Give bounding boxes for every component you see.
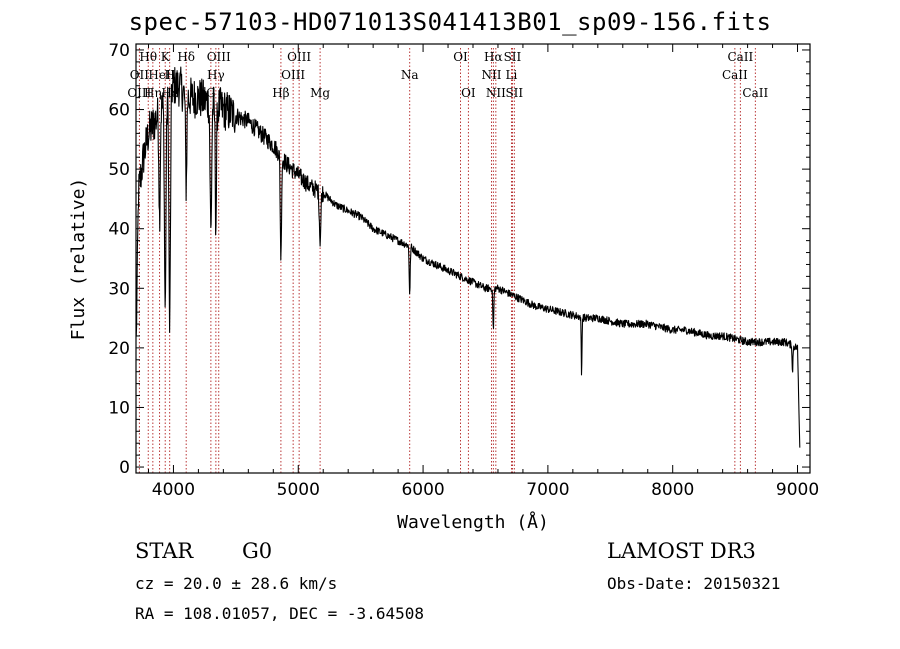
y-tick-label: 30 bbox=[108, 279, 130, 299]
chart-title: spec-57103-HD071013S041413B01_sp09-156.f… bbox=[128, 8, 772, 36]
y-tick-label: 60 bbox=[108, 101, 130, 121]
axis-ticks bbox=[136, 44, 810, 473]
spectral-line-label: OIII bbox=[281, 68, 305, 82]
x-tick-label: 7000 bbox=[526, 480, 569, 500]
spectral-line-label: CaII bbox=[742, 86, 768, 100]
spectral-line-label: OIII bbox=[207, 50, 231, 64]
y-tick-label: 40 bbox=[108, 220, 130, 240]
x-axis-label: Wavelength (Å) bbox=[397, 511, 549, 533]
spectral-line-label: Li bbox=[506, 68, 518, 82]
spectral-line-label: Hθ bbox=[139, 50, 157, 64]
object-class: STAR bbox=[135, 539, 194, 563]
x-tick-label: 8000 bbox=[651, 480, 694, 500]
spectral-line-label: H bbox=[164, 68, 174, 82]
y-tick-label: 20 bbox=[108, 339, 130, 359]
plot-frame bbox=[135, 43, 811, 474]
spectral-line-label: OIII bbox=[127, 86, 151, 100]
spectral-line-label: G bbox=[206, 86, 216, 100]
spectral-line-label: Hη bbox=[144, 86, 162, 100]
spectral-line-label: NII bbox=[481, 68, 501, 82]
spectral-line-label: Hβ bbox=[272, 86, 289, 100]
spectral-line-label: CaII bbox=[727, 50, 753, 64]
y-tick-label: 10 bbox=[108, 398, 130, 418]
observation-date: Obs-Date: 20150321 bbox=[607, 574, 781, 593]
spectral-line-label: SII bbox=[505, 86, 523, 100]
y-tick-label: 0 bbox=[119, 458, 130, 478]
spectrum-series bbox=[135, 66, 801, 448]
y-tick-label: 70 bbox=[108, 41, 130, 61]
spectral-line-label: Hγ bbox=[207, 68, 225, 82]
spectral-line-label: OIII bbox=[287, 50, 311, 64]
x-tick-label: 5000 bbox=[277, 480, 320, 500]
spectral-line-label: Hδ bbox=[177, 50, 195, 64]
survey-release: LAMOST DR3 bbox=[607, 539, 756, 563]
sky-coordinates: RA = 108.01057, DEC = -3.64508 bbox=[135, 604, 424, 623]
x-tick-label: 4000 bbox=[152, 480, 195, 500]
spectral-line-markers bbox=[138, 48, 756, 473]
spectral-line-label: NII bbox=[486, 86, 506, 100]
spectral-line-label: Hα bbox=[484, 50, 503, 64]
axis-tick-labels: 4000 5000 6000 7000 8000 9000 0 10 20 30 40 50 60 70 bbox=[108, 41, 819, 500]
spectrum-line bbox=[135, 66, 801, 448]
spectral-line-label: OI bbox=[461, 86, 476, 100]
y-tick-label: 50 bbox=[108, 160, 130, 180]
object-subclass: G0 bbox=[242, 539, 273, 563]
spectral-line-label: Mg bbox=[310, 86, 330, 100]
spectral-line-label: OII bbox=[130, 68, 150, 82]
x-tick-label: 6000 bbox=[401, 480, 444, 500]
redshift-velocity: cz = 20.0 ± 28.6 km/s bbox=[135, 574, 338, 593]
spectral-line-label: HeI bbox=[148, 68, 171, 82]
spectral-line-label: CaII bbox=[722, 68, 748, 82]
spectral-line-label: SII bbox=[504, 50, 522, 64]
spectral-line-label: OI bbox=[453, 50, 468, 64]
spectral-line-label: Na bbox=[401, 68, 419, 82]
spectral-line-label: K bbox=[161, 50, 171, 64]
y-axis-label: Flux (relative) bbox=[68, 178, 89, 341]
x-tick-label: 9000 bbox=[776, 480, 819, 500]
